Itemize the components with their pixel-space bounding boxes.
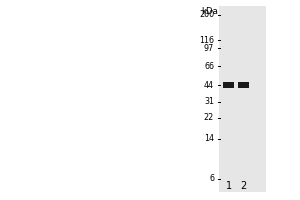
Text: 22: 22 xyxy=(204,113,214,122)
Text: 2: 2 xyxy=(240,181,246,191)
Text: 66: 66 xyxy=(204,62,214,71)
Text: 44: 44 xyxy=(204,81,214,90)
Text: 97: 97 xyxy=(204,44,214,53)
Bar xyxy=(219,6,266,192)
Text: 116: 116 xyxy=(199,36,214,45)
Text: 31: 31 xyxy=(204,97,214,106)
Text: 6: 6 xyxy=(209,174,214,183)
Text: 1: 1 xyxy=(226,181,232,191)
Text: 200: 200 xyxy=(199,10,214,19)
Text: kDa: kDa xyxy=(202,7,218,16)
Text: 14: 14 xyxy=(204,134,214,143)
Bar xyxy=(223,82,234,88)
Bar xyxy=(238,82,249,88)
